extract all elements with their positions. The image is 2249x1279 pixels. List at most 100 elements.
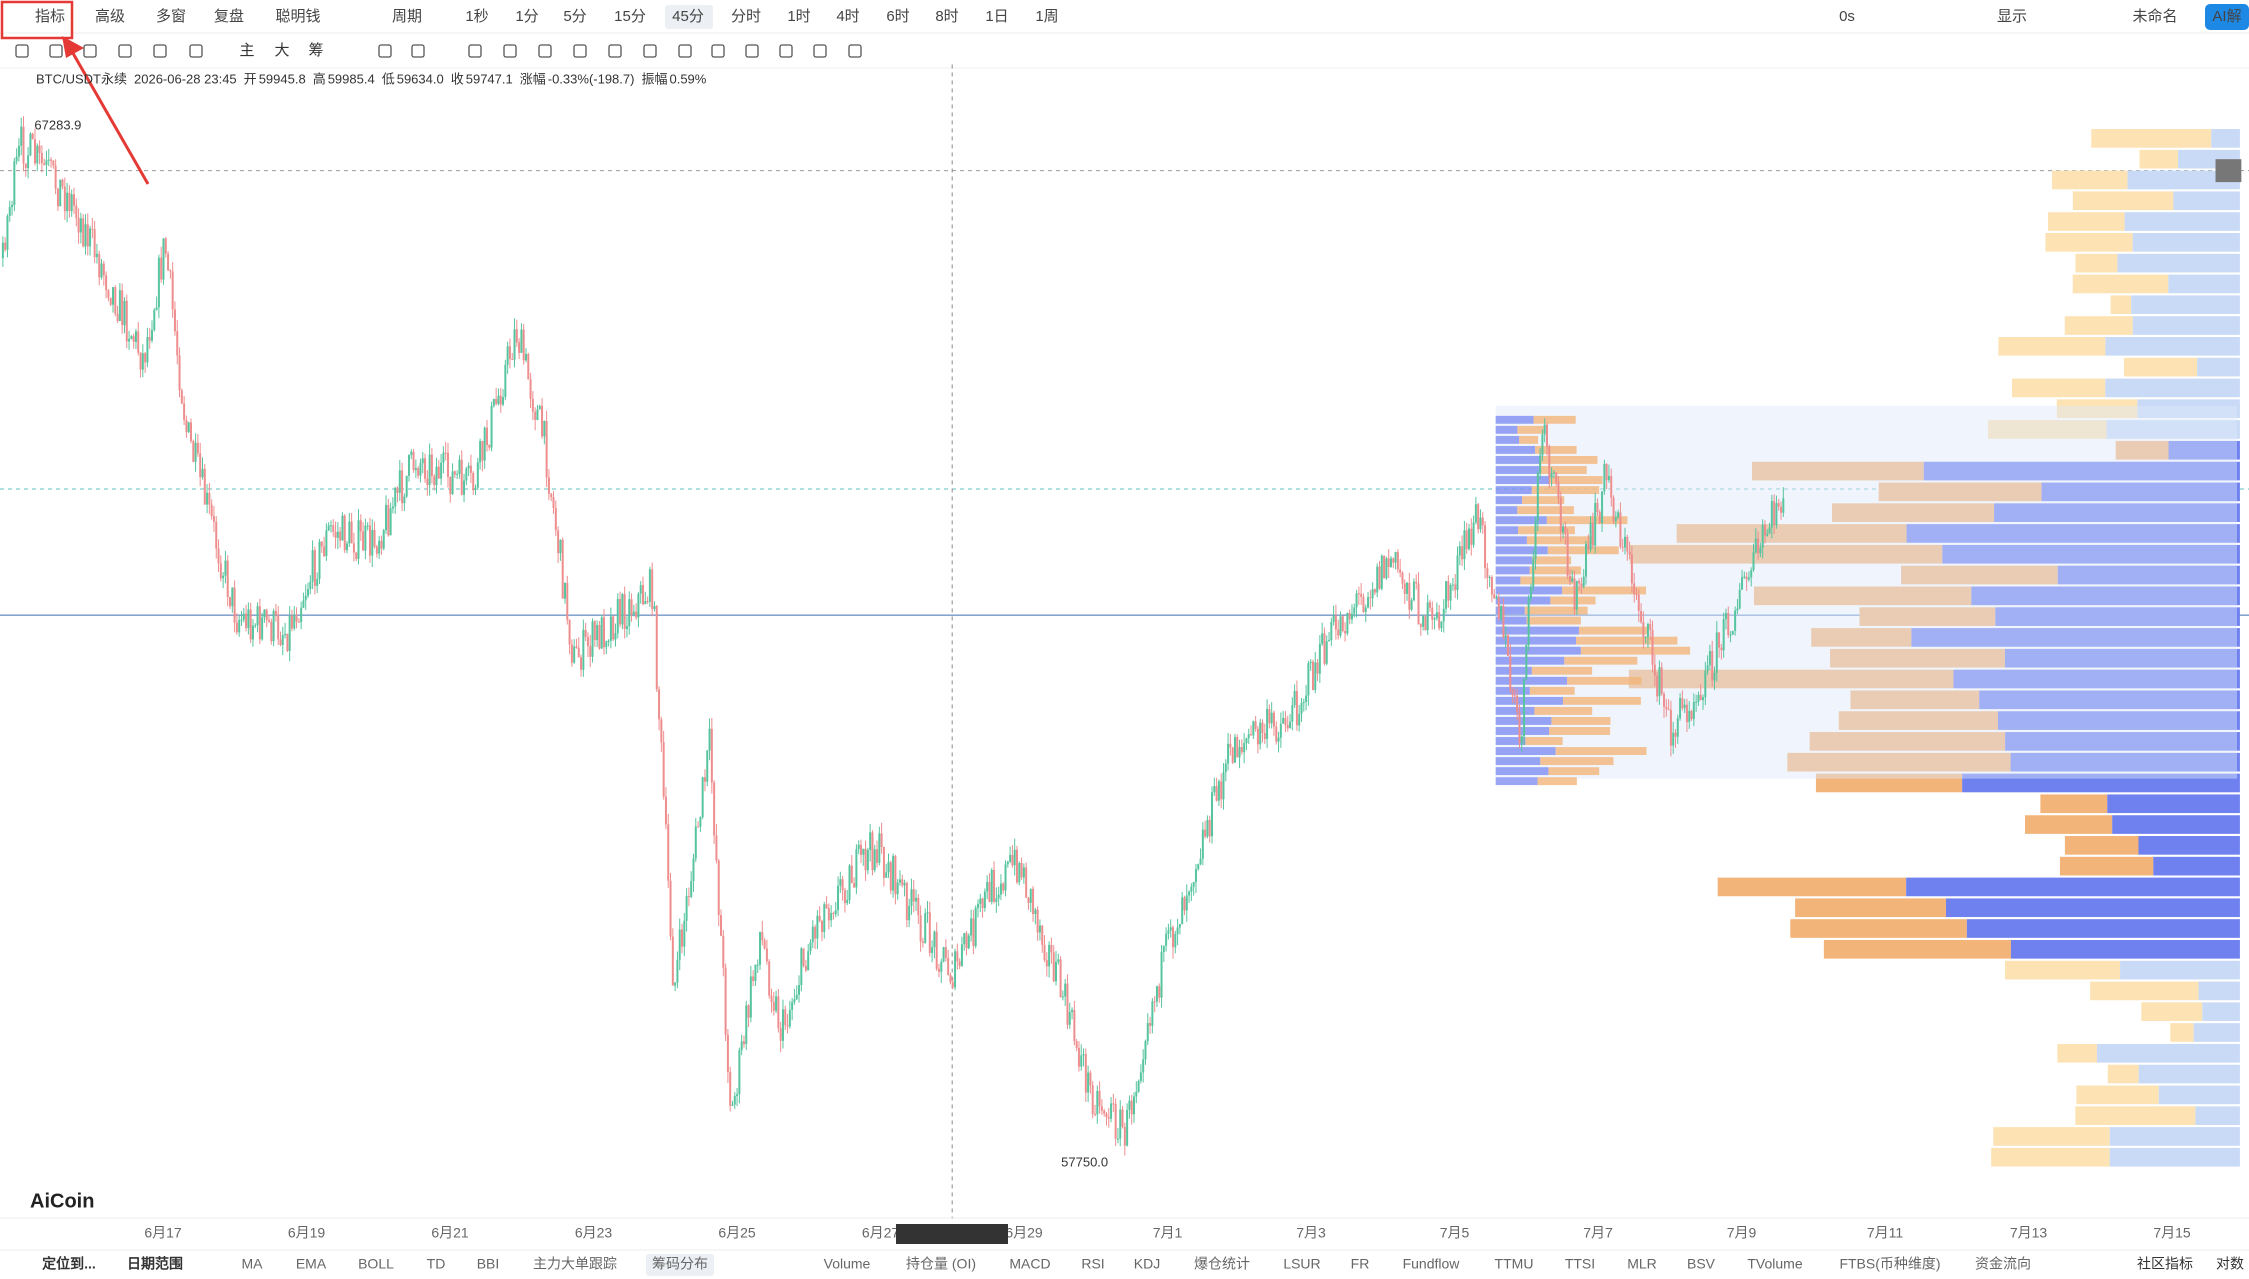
indicator-item[interactable]: Volume <box>824 1256 871 1272</box>
indicator-item[interactable]: BOLL <box>358 1256 394 1272</box>
candle <box>385 504 388 531</box>
indicator-item[interactable]: FTBS(币种维度) <box>1839 1256 1940 1272</box>
candle <box>89 228 92 247</box>
profile-bar <box>2045 233 2133 252</box>
tool-icon[interactable] <box>573 44 587 58</box>
profile-bar <box>1495 496 1523 505</box>
indicator-item[interactable]: TVolume <box>1747 1256 1802 1272</box>
tool-icon[interactable] <box>15 44 29 58</box>
candle <box>570 644 573 663</box>
toolbar-item[interactable]: 指标 <box>35 8 65 25</box>
tool-icon[interactable] <box>745 44 759 58</box>
toolbar-item[interactable]: 显示 <box>1997 8 2027 25</box>
indicator-item[interactable]: 筹码分布 <box>652 1256 708 1272</box>
indicator-item[interactable]: LSUR <box>1283 1256 1320 1272</box>
toolbar-item[interactable]: 5分 <box>563 8 586 25</box>
indicator-item[interactable]: BBI <box>477 1256 500 1272</box>
candle <box>1646 624 1649 637</box>
bottom-item[interactable]: 社区指标 <box>2137 1256 2193 1272</box>
candle <box>582 629 585 670</box>
toolbar-item[interactable]: 1日 <box>985 8 1008 25</box>
tool-icon[interactable] <box>779 44 793 58</box>
indicator-item[interactable]: MACD <box>1009 1256 1050 1272</box>
indicator-item[interactable]: RSI <box>1081 1256 1104 1272</box>
candle <box>1325 641 1328 664</box>
bottom-item[interactable]: 定位到... <box>42 1256 96 1272</box>
tool-icon[interactable] <box>468 44 482 58</box>
toolbar-item[interactable]: 4时 <box>836 8 859 25</box>
toolbar-item[interactable]: 1时 <box>787 8 810 25</box>
toolbar-item[interactable]: 复盘 <box>214 7 244 25</box>
tool-icon[interactable] <box>378 44 392 58</box>
toolbar-item[interactable]: 聪明钱 <box>275 8 320 25</box>
candle <box>1121 1109 1124 1127</box>
toolbar-item[interactable]: 周期 <box>392 8 422 25</box>
candle <box>1711 651 1714 681</box>
tool-icon[interactable] <box>813 44 827 58</box>
indicator-item[interactable]: TTSI <box>1565 1256 1595 1272</box>
indicator-item[interactable]: TD <box>427 1256 446 1272</box>
indicator-item[interactable]: KDJ <box>1134 1256 1160 1272</box>
profile-bar <box>1995 607 2240 626</box>
indicator-item[interactable]: 主力大单跟踪 <box>533 1256 617 1272</box>
bottom-item[interactable]: 日期范围 <box>127 1256 183 1272</box>
toolbar-item[interactable]: 1周 <box>1035 8 1058 25</box>
tool-icon[interactable] <box>49 44 63 58</box>
tool-icon[interactable] <box>118 44 132 58</box>
candle <box>111 287 114 305</box>
indicator-item[interactable]: 资金流向 <box>1975 1256 2031 1272</box>
tool-icon[interactable]: 大 <box>274 42 289 59</box>
tool-icon[interactable]: 筹 <box>308 42 323 59</box>
toolbar-item[interactable]: 1秒 <box>465 8 488 25</box>
indicator-item[interactable]: EMA <box>296 1256 327 1272</box>
bottom-item[interactable]: 对数 <box>2216 1256 2244 1272</box>
indicator-item[interactable]: MLR <box>1627 1256 1657 1272</box>
tool-icon[interactable] <box>538 44 552 58</box>
profile-bar <box>1495 456 1541 464</box>
candle <box>366 525 369 527</box>
candle <box>1300 702 1303 714</box>
tool-icon[interactable] <box>608 44 622 58</box>
candle <box>1614 517 1617 522</box>
candle <box>121 290 124 326</box>
info-text: BTC/USDT永续 <box>36 71 127 86</box>
tool-icon[interactable] <box>848 44 862 58</box>
candle <box>1490 577 1493 595</box>
tool-icon[interactable] <box>189 44 203 58</box>
toolbar-item[interactable]: AI解 <box>2212 8 2241 25</box>
toolbar-item[interactable]: 1分 <box>515 8 538 25</box>
candle <box>1293 691 1296 706</box>
tool-icon[interactable] <box>411 44 425 58</box>
indicator-item[interactable]: TTMU <box>1495 1256 1534 1272</box>
candle <box>1532 559 1535 588</box>
indicator-item[interactable]: FR <box>1351 1256 1370 1272</box>
candle <box>1256 728 1259 745</box>
toolbar-item[interactable]: 6时 <box>886 8 909 25</box>
tool-icon[interactable] <box>503 44 517 58</box>
indicator-item[interactable]: Fundflow <box>1403 1256 1461 1272</box>
toolbar-item[interactable]: 分时 <box>731 8 761 25</box>
toolbar-item[interactable]: 未命名 <box>2132 7 2177 25</box>
indicator-item[interactable]: 爆仓统计 <box>1194 1256 1250 1272</box>
candle <box>960 944 963 966</box>
tool-icon[interactable] <box>643 44 657 58</box>
tool-icon[interactable] <box>83 44 97 58</box>
indicator-item[interactable]: MA <box>242 1256 264 1272</box>
candle <box>807 951 810 971</box>
profile-bar <box>2056 399 2138 419</box>
toolbar-item[interactable]: 0s <box>1839 8 1855 25</box>
candle <box>1355 593 1358 608</box>
toolbar-item[interactable]: 15分 <box>614 8 646 25</box>
toolbar-item[interactable]: 45分 <box>672 8 704 25</box>
tool-icon[interactable]: 主 <box>239 42 254 59</box>
indicator-item[interactable]: BSV <box>1687 1256 1716 1272</box>
toolbar-item[interactable]: 8时 <box>935 8 958 25</box>
candle <box>1410 600 1413 610</box>
toolbar-item[interactable]: 高级 <box>95 8 125 25</box>
tool-icon[interactable] <box>711 44 725 58</box>
indicator-item[interactable]: 持仓量 (OI) <box>906 1256 976 1272</box>
tool-icon[interactable] <box>153 44 167 58</box>
candle <box>534 411 537 420</box>
tool-icon[interactable] <box>678 44 692 58</box>
toolbar-item[interactable]: 多窗 <box>156 7 186 25</box>
